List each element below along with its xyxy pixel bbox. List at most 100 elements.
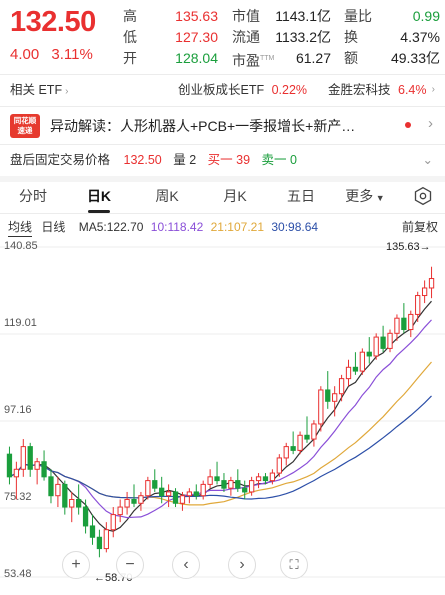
y-tick-label: 140.85 <box>4 240 38 252</box>
stat-value-open: 128.04 <box>175 50 218 66</box>
ma10-value: 10:118.42 <box>150 220 204 234</box>
candle-up <box>69 498 75 508</box>
adjust-mode[interactable]: 前复权 <box>401 220 438 234</box>
stats-col-2-labels: 市值 流通 市盈TTM <box>232 6 274 69</box>
y-tick-label: 53.48 <box>4 568 32 580</box>
scroll-left-button[interactable]: ‹ <box>172 551 200 579</box>
stat-value-float: 1133.2亿 <box>275 29 331 45</box>
active-tab-indicator <box>88 210 110 213</box>
candle-up <box>179 495 186 504</box>
etf-concept-name: 金胜宏科技 <box>328 83 391 97</box>
stat-label-pe: 市盈TTM <box>232 52 275 69</box>
candle-down <box>325 389 331 402</box>
tab-intraday[interactable]: 分时 <box>19 188 47 204</box>
pe-ttm-suffix: TTM <box>260 55 275 62</box>
stat-label-float: 流通 <box>232 29 260 45</box>
section-gap <box>0 176 445 182</box>
after-hours-buy: 买一 39 <box>207 153 251 167</box>
divider <box>0 213 445 214</box>
candle-up <box>338 378 345 395</box>
etf-fund[interactable]: 创业板成长ETF 0.22% <box>178 80 307 100</box>
ma30-value: 30:98.64 <box>271 220 319 234</box>
candle-down <box>131 498 137 504</box>
candle-up <box>145 480 151 497</box>
candle-up <box>138 495 144 504</box>
candle-up <box>311 423 317 440</box>
ma30-line <box>9 395 432 500</box>
news-headline: 异动解读：人形机器人+PCB+一季报增长+新产… <box>50 118 356 134</box>
ma5-line <box>9 300 432 532</box>
candle-up <box>387 332 393 349</box>
candle-up <box>117 506 123 516</box>
candle-down <box>89 525 96 538</box>
candle-up <box>269 472 276 482</box>
divider <box>0 144 445 145</box>
kline-chart[interactable]: 140.85 119.01 97.16 75.32 53.48 135.63→ … <box>0 237 445 590</box>
candle-down <box>262 476 269 482</box>
zoom-in-button[interactable]: + <box>62 551 90 579</box>
tab-more[interactable]: 更多 ▼ <box>340 184 390 210</box>
stat-value-amount: 49.33亿 <box>390 50 440 66</box>
ma21-line <box>9 361 432 506</box>
chevron-right-icon: › <box>431 84 435 95</box>
price-change: 4.00 3.11% <box>10 46 101 63</box>
stat-label-high: 高 <box>123 8 137 24</box>
after-hours-label: 盘后固定交易价格 <box>10 153 111 167</box>
candle-down <box>221 480 227 489</box>
tab-daily-k[interactable]: 日K <box>86 188 112 204</box>
stat-label-turnover: 换 <box>344 29 358 45</box>
candle-up <box>103 529 109 550</box>
scroll-right-button[interactable]: › <box>228 551 256 579</box>
candle-up <box>276 457 282 474</box>
news-banner[interactable]: 同花顺 速递 异动解读：人形机器人+PCB+一季报增长+新产… › <box>10 112 435 140</box>
stat-label-volume-ratio: 量比 <box>344 8 372 24</box>
chevron-right-icon: › <box>65 86 69 97</box>
current-price: 132.50 <box>10 6 96 38</box>
period-high-label: 135.63→ <box>386 241 431 253</box>
candle-up <box>255 476 262 482</box>
after-hours-sell: 卖一 0 <box>261 153 297 167</box>
quote-header: 132.50 4.00 3.11% 高 低 开 135.63 127.30 12… <box>0 0 445 74</box>
candle-up <box>345 366 352 380</box>
tab-monthly-k[interactable]: 月K <box>223 188 247 204</box>
divider <box>0 106 445 107</box>
candle-up <box>124 498 130 508</box>
candle-down <box>76 498 82 508</box>
candle-up <box>13 468 20 478</box>
fullscreen-icon[interactable]: ⛶ <box>280 551 308 579</box>
candle-down <box>6 453 13 478</box>
after-hours-row[interactable]: 盘后固定交易价格 132.50 量 2 买一 39 卖一 0 ⌄ <box>10 150 435 170</box>
etf-concept[interactable]: 金胜宏科技 6.4% <box>328 80 427 100</box>
related-etf-row[interactable]: 相关 ETF › 创业板成长ETF 0.22% 金胜宏科技 6.4% › <box>10 80 435 100</box>
zoom-out-button[interactable]: − <box>116 551 144 579</box>
change-percent: 3.11% <box>51 46 93 63</box>
chevron-down-icon: ⌄ <box>422 153 433 167</box>
candle-down <box>27 446 33 470</box>
candle-up <box>359 351 365 372</box>
chart-tabs: 分时 日K 周K 月K 五日 更多 ▼ <box>0 184 445 213</box>
candle-up <box>34 461 40 470</box>
tab-five-day[interactable]: 五日 <box>287 188 315 204</box>
candle-down <box>96 536 103 550</box>
stat-label-amount: 额 <box>344 50 358 66</box>
tab-weekly-k[interactable]: 周K <box>155 188 179 204</box>
stat-label-low: 低 <box>123 29 137 45</box>
tab-more-label: 更多 <box>345 188 374 204</box>
candle-down <box>380 336 386 349</box>
stat-value-turnover: 4.37% <box>400 29 440 45</box>
unread-dot-icon <box>405 122 411 128</box>
period-select[interactable]: 日线 <box>41 220 66 234</box>
candle-down <box>235 480 241 489</box>
candle-down <box>401 317 407 331</box>
etf-label: 相关 ETF <box>10 83 63 97</box>
indicator-select[interactable]: 均线 <box>8 218 33 237</box>
news-source-logo: 同花顺 速递 <box>10 114 40 138</box>
candle-down <box>352 366 359 372</box>
candle-up <box>110 514 116 531</box>
chevron-right-icon: › <box>428 115 433 132</box>
settings-hexagon-icon[interactable] <box>413 186 433 206</box>
ma10-line <box>9 319 432 519</box>
candle-up <box>297 434 303 451</box>
candle-down <box>172 491 179 504</box>
stat-value-pe: 61.27 <box>295 50 331 66</box>
